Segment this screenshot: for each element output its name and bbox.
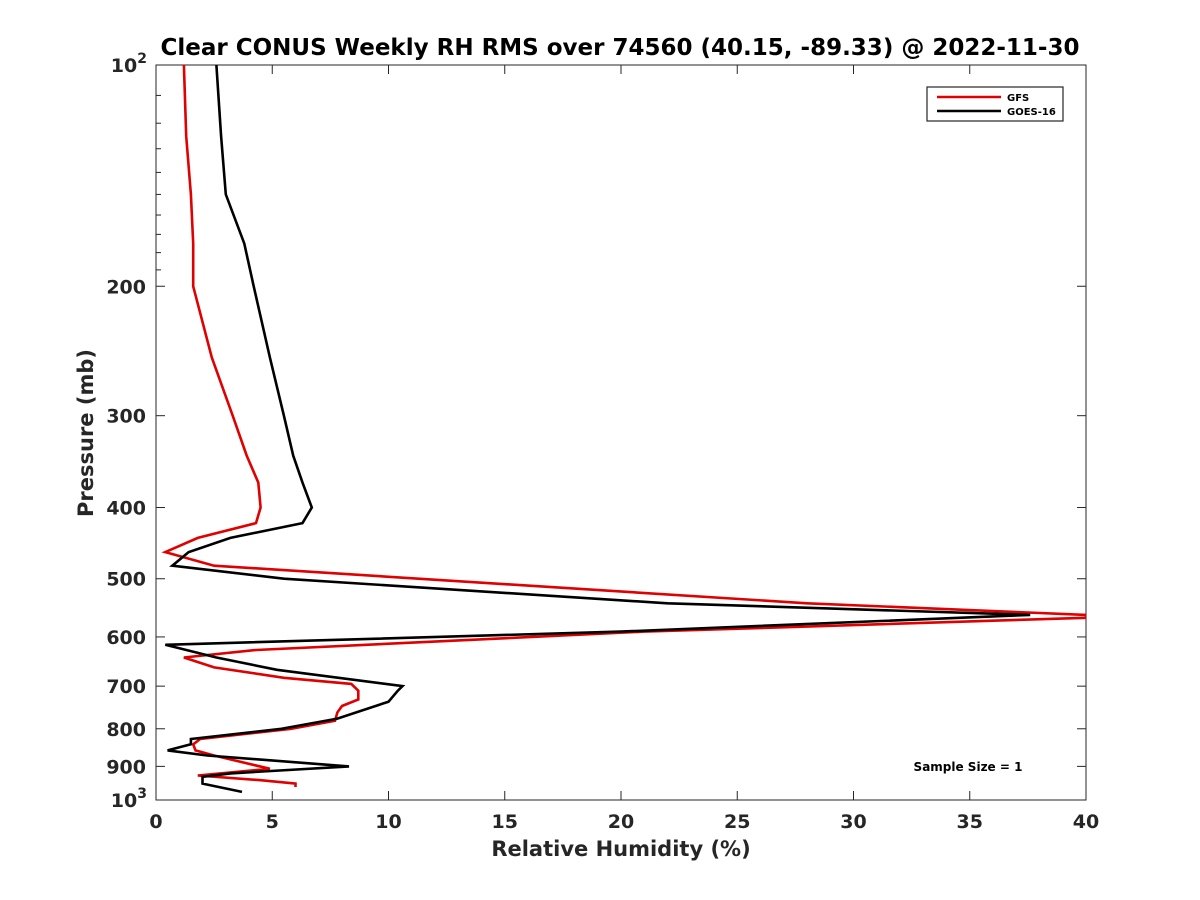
x-tick-label: 0: [149, 811, 162, 833]
y-tick-label: 600: [106, 627, 146, 649]
y-tick-label: 200: [106, 276, 146, 298]
y-tick-label-base: 10: [111, 790, 137, 812]
x-tick-label: 10: [375, 811, 401, 833]
x-axis-label: Relative Humidity (%): [491, 837, 750, 861]
y-tick-label: 900: [106, 756, 146, 778]
y-tick-label: 400: [106, 498, 146, 520]
y-tick-label: 300: [106, 406, 146, 428]
chart-title: Clear CONUS Weekly RH RMS over 74560 (40…: [161, 35, 1080, 61]
x-tick-label: 40: [1073, 811, 1099, 833]
y-tick-label: 700: [106, 676, 146, 698]
y-tick-label: 102: [111, 51, 147, 77]
plot-area: [155, 64, 1087, 801]
x-tick-label: 25: [724, 811, 750, 833]
y-tick-label: 500: [106, 569, 146, 591]
series-line-goes-16: [164, 65, 1031, 794]
x-axis: 0 5 10 15 20 25 30 35 40: [149, 65, 1099, 833]
series-line-gfs: [161, 65, 1086, 787]
legend-box: [926, 86, 1064, 122]
y-tick-label-exponent: 3: [137, 786, 147, 802]
x-tick-label: 20: [608, 811, 634, 833]
x-tick-label: 15: [492, 811, 518, 833]
series-layer: [161, 65, 1086, 794]
sample-size-annotation: Sample Size = 1: [914, 760, 1023, 774]
legend: GFS GOES-16: [926, 86, 1064, 122]
axes-frame: [155, 64, 1087, 801]
legend-label: GFS: [1007, 93, 1029, 104]
y-tick-label-exponent: 2: [137, 51, 147, 67]
y-tick-label: 800: [106, 719, 146, 741]
x-tick-label: 30: [840, 811, 866, 833]
y-tick-label: 103: [111, 786, 147, 812]
x-tick-label: 35: [957, 811, 983, 833]
legend-label: GOES-16: [1007, 107, 1056, 118]
x-tick-label: 5: [266, 811, 279, 833]
y-tick-label-base: 10: [111, 55, 137, 77]
y-axis-label: Pressure (mb): [74, 349, 98, 517]
